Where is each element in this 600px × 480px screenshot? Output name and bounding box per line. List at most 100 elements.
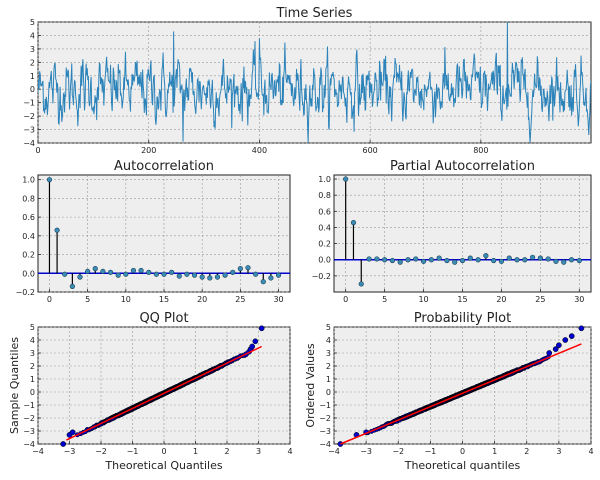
y-tick-label: 5	[30, 18, 35, 27]
grid-lines	[37, 326, 291, 445]
x-tick-label: 3	[556, 447, 561, 456]
chart-title: QQ Plot	[139, 311, 188, 326]
stem-marker	[444, 257, 450, 264]
panel-pacf: 0 5 10 15 20 25 30 −0.2 0.0 0.2 0.4 0.6 0.8 1.0 Partia…	[312, 159, 592, 304]
x-axis-label: Theoretical Quantiles	[104, 459, 222, 472]
x-tick-label: 5	[382, 295, 387, 304]
y-tick-label: 0.8	[318, 191, 331, 200]
y-tick-label: −2	[23, 414, 35, 423]
stem-marker	[420, 258, 427, 264]
y-tick-label: −0.2	[16, 288, 35, 297]
x-tick-label: 20	[496, 295, 506, 304]
y-tick-label: 0	[30, 388, 35, 397]
stem-marker	[529, 254, 536, 260]
stem-marker	[222, 272, 228, 278]
x-tick-label: −2	[95, 447, 107, 456]
x-tick-label: 1	[492, 447, 497, 456]
stem-marker	[260, 279, 266, 285]
x-tick-label: −4	[328, 447, 340, 456]
tail-point	[252, 338, 259, 345]
stem-marker	[576, 257, 582, 264]
chart-title: Probability Plot	[414, 311, 511, 326]
y-tick-label: −3	[23, 126, 35, 135]
stem-marker	[46, 177, 53, 183]
x-tick-label: 5	[85, 295, 90, 304]
y-tick-label: 3	[326, 349, 331, 358]
y-tick-label: −4	[23, 440, 35, 449]
tail-point	[578, 325, 585, 332]
x-tick-label: 3	[256, 447, 261, 456]
tail-point	[249, 343, 256, 350]
stem-marker	[199, 274, 205, 280]
x-tick-label: 25	[535, 295, 545, 304]
stem-marker	[169, 269, 175, 275]
stem-marker	[436, 255, 442, 261]
x-tick-label: 4	[588, 447, 593, 456]
y-tick-label: 2	[326, 362, 331, 371]
tail-point	[562, 337, 569, 343]
y-tick-label: 3	[30, 349, 35, 358]
x-tick-label: −1	[127, 447, 139, 456]
y-tick-label: −1	[23, 99, 35, 108]
y-tick-label: 1	[326, 375, 331, 384]
stem-marker	[514, 257, 520, 263]
x-tick-label: 4	[287, 447, 292, 456]
stem-marker	[553, 258, 559, 264]
y-tick-label: −2	[23, 112, 35, 121]
stem-marker	[62, 271, 68, 277]
stem-marker	[268, 275, 274, 281]
y-tick-label: −4	[319, 440, 331, 449]
stem-marker	[92, 266, 98, 272]
panel-qq: −4 −3 −2 −1 0 1 2 3 4 −4 −3 −2 −1 0 1 2 3 4 5 QQ Plot Theore…	[8, 311, 293, 472]
x-tick-label: 0	[161, 447, 166, 456]
stem-marker	[214, 274, 221, 280]
x-tick-label: 1	[193, 447, 198, 456]
y-tick-label: −1	[319, 401, 331, 410]
stem-marker	[123, 271, 129, 277]
y-tick-label: 3	[30, 45, 35, 54]
x-axis-label: Theoretical quantiles	[404, 459, 521, 472]
fit-line	[340, 343, 582, 445]
x-tick-label: 20	[197, 295, 207, 304]
tail-point	[258, 325, 265, 332]
x-tick-label: −1	[424, 447, 436, 456]
stem-marker	[275, 272, 282, 278]
x-tick-label: 10	[121, 295, 131, 304]
y-tick-label: 0.8	[22, 194, 35, 203]
y-tick-label: 5	[30, 323, 35, 332]
y-tick-label: −3	[319, 427, 331, 436]
stem-marker	[237, 266, 243, 272]
y-tick-label: 1.0	[318, 175, 331, 184]
y-tick-label: 0.6	[318, 207, 331, 216]
panel-acf: 0 5 10 15 20 25 30 −0.2 0.0 0.2 0.4 0.6 0.8 1.0 Autoco…	[16, 159, 291, 304]
x-tick-label: 30	[574, 295, 584, 304]
stem-marker	[107, 269, 114, 275]
x-tick-label: 15	[159, 295, 169, 304]
stem-marker	[382, 257, 388, 263]
y-tick-label: 4	[30, 31, 35, 40]
tail-point	[568, 333, 575, 339]
y-tick-label: 1.0	[22, 176, 35, 185]
y-tick-label: 0.0	[318, 256, 331, 265]
stem-marker	[459, 257, 466, 264]
x-tick-label: 25	[235, 295, 245, 304]
stem-marker	[366, 256, 372, 262]
stem-marker	[343, 176, 349, 182]
x-tick-label: 0	[460, 447, 465, 456]
stem-marker	[545, 256, 551, 262]
tail-point	[556, 342, 562, 349]
tail-point	[60, 441, 67, 447]
x-tick-label: 0	[47, 295, 52, 304]
x-tick-label: 10	[418, 295, 428, 304]
x-tick-label: 400	[252, 146, 267, 155]
x-tick-label: 2	[524, 447, 529, 456]
stem-marker	[452, 259, 458, 265]
stem-marker	[522, 257, 528, 263]
stem-marker	[374, 256, 380, 262]
y-tick-label: 1	[30, 72, 35, 81]
tail-point	[552, 346, 559, 352]
x-tick-label: 600	[362, 146, 377, 155]
stem-marker	[561, 259, 567, 265]
stem-marker	[176, 273, 182, 279]
